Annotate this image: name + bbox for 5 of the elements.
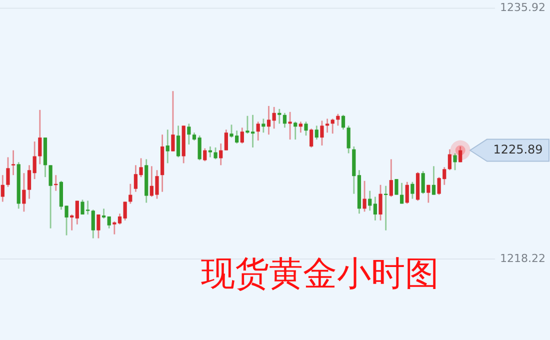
y-tick-label: 1235.92	[500, 1, 546, 14]
y-tick-label: 1218.22	[500, 252, 546, 265]
text: 1225.89	[493, 142, 543, 157]
text: 现货黄金小时图	[201, 254, 439, 294]
candlestick	[394, 178, 398, 196]
